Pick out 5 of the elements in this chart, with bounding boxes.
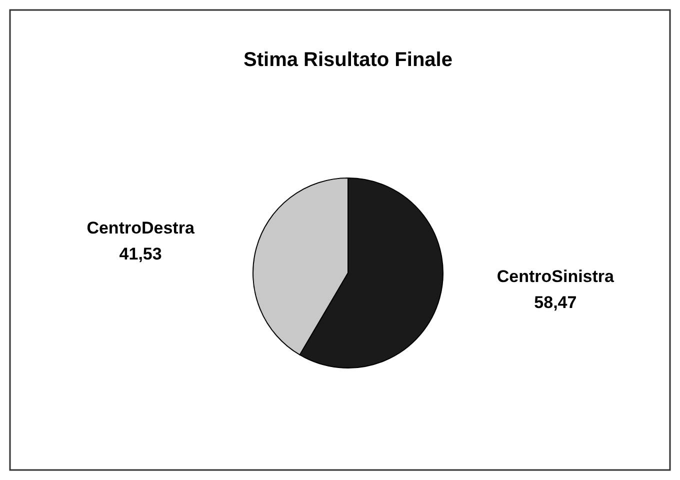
slice-label: CentroDestra: [86, 218, 195, 238]
data-label: 58,47: [534, 293, 577, 312]
chart-title: Stima Risultato Finale: [244, 49, 452, 71]
slice-label: CentroSinistra: [496, 267, 615, 286]
data-label: 41,53: [119, 244, 162, 264]
